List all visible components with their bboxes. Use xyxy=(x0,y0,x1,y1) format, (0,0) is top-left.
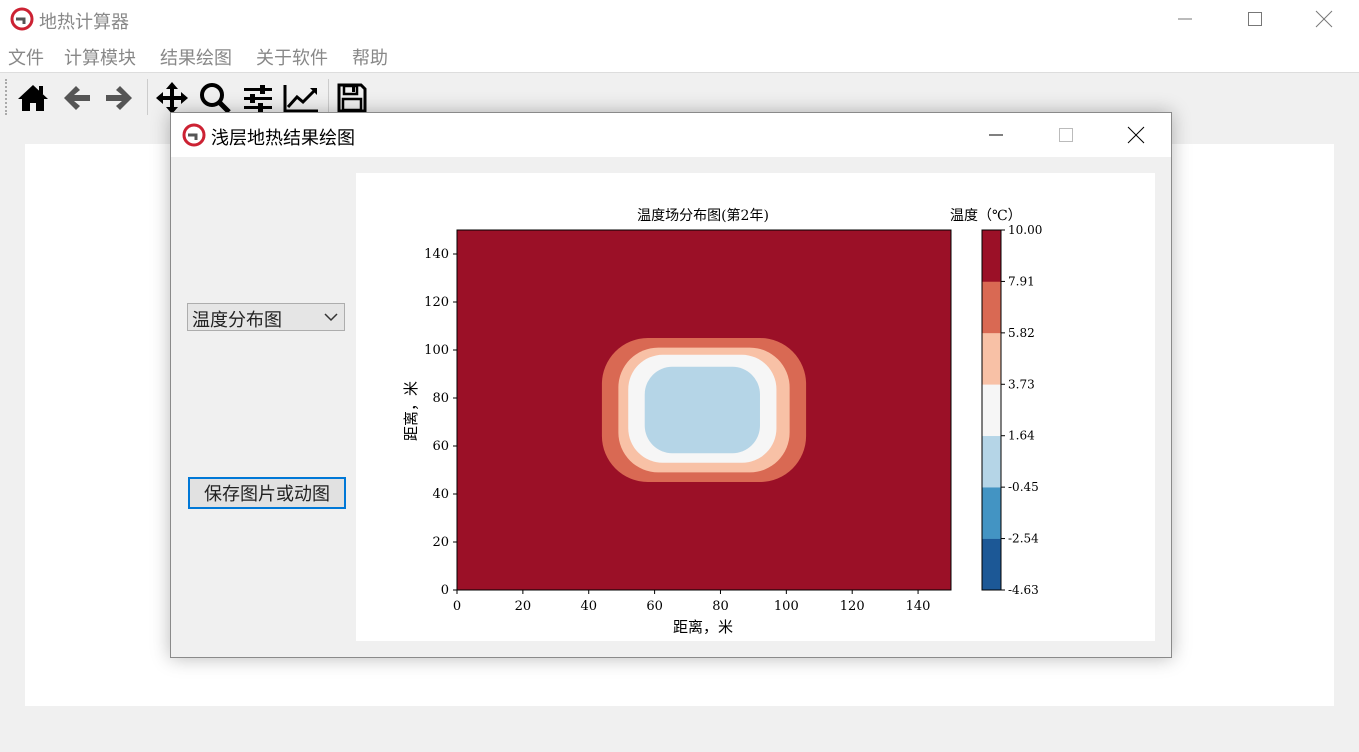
contour-region xyxy=(644,366,760,454)
colorbar-band xyxy=(982,487,1001,539)
back-button[interactable] xyxy=(58,79,96,117)
y-tick-label: 140 xyxy=(424,247,449,262)
colorbar-band xyxy=(982,435,1001,488)
menu-bar: 文件 计算模块 结果绘图 关于软件 帮助 xyxy=(0,38,1359,72)
plot-frame xyxy=(456,229,952,591)
close-icon xyxy=(1315,10,1333,28)
colorbar-band xyxy=(982,384,1001,437)
y-axis-label: 距离，米 xyxy=(402,381,420,441)
menu-help[interactable]: 帮助 xyxy=(352,48,388,69)
x-tick-label: 60 xyxy=(646,599,663,614)
y-tick-label: 0 xyxy=(441,583,449,598)
colorbar-tick-label: 1.64 xyxy=(1008,429,1035,443)
minimize-button[interactable] xyxy=(1150,0,1220,38)
x-tick-label: 0 xyxy=(453,599,461,614)
zoom-icon xyxy=(200,83,231,114)
zoom-button[interactable] xyxy=(196,79,234,117)
edit-axis-button[interactable] xyxy=(282,79,320,117)
dialog-title: 浅层地热结果绘图 xyxy=(211,128,355,149)
dialog-close-button[interactable] xyxy=(1101,113,1171,157)
colorbar-title: 温度（℃） xyxy=(950,208,1022,224)
y-tick-label: 40 xyxy=(432,487,449,502)
y-tick-label: 80 xyxy=(432,391,449,406)
colorbar-tick-label: 5.82 xyxy=(1008,326,1035,340)
pan-icon xyxy=(156,82,188,114)
minimize-icon xyxy=(989,134,1003,136)
colorbar-tick-label: -4.63 xyxy=(1008,583,1039,597)
maximize-button[interactable] xyxy=(1220,0,1290,38)
dialog-titlebar[interactable]: 浅层地热结果绘图 xyxy=(171,113,1171,157)
colorbar-tick-label: -0.45 xyxy=(1008,480,1039,494)
maximize-icon xyxy=(1059,128,1073,142)
colorbar-tick-label: 3.73 xyxy=(1008,377,1035,391)
app-logo-icon xyxy=(10,7,34,31)
colorbar-tick-label: -2.54 xyxy=(1008,532,1039,546)
x-tick-label: 40 xyxy=(580,599,597,614)
chevron-down-icon xyxy=(324,313,338,322)
y-tick-label: 100 xyxy=(424,343,449,358)
y-axis: 0 20 40 60 80 100 120 140 xyxy=(424,247,457,598)
maximize-icon xyxy=(1248,12,1262,26)
forward-arrow-icon xyxy=(106,86,132,110)
colorbar-band xyxy=(982,230,1001,282)
menu-file[interactable]: 文件 xyxy=(8,48,44,69)
x-tick-label: 100 xyxy=(774,599,799,614)
close-button[interactable] xyxy=(1289,0,1359,38)
chart-title: 温度场分布图(第2年) xyxy=(637,207,769,224)
plot-type-select[interactable]: 温度分布图 xyxy=(187,303,345,331)
toolbar-separator xyxy=(328,79,329,115)
colorbar-tick-label: 7.91 xyxy=(1008,274,1035,288)
save-icon xyxy=(337,83,367,113)
menu-result-plot[interactable]: 结果绘图 xyxy=(160,48,232,69)
temperature-contour-chart: 温度场分布图(第2年) 0 20 40 60 80 100 120 140 0 20 40 60 80… xyxy=(402,207,1042,636)
x-axis: 0 20 40 60 80 100 120 140 xyxy=(453,590,931,614)
toolbar-separator xyxy=(147,79,148,115)
menu-compute-module[interactable]: 计算模块 xyxy=(64,48,136,69)
x-tick-label: 20 xyxy=(515,599,532,614)
close-icon xyxy=(1127,126,1145,144)
dialog-minimize-button[interactable] xyxy=(961,113,1031,157)
plot-canvas: 温度场分布图(第2年) 0 20 40 60 80 100 120 140 0 20 40 60 80… xyxy=(356,173,1155,641)
configure-subplots-button[interactable] xyxy=(239,79,277,117)
x-tick-label: 140 xyxy=(906,599,931,614)
toolbar-grip[interactable] xyxy=(5,79,9,115)
plot-area xyxy=(456,229,952,591)
x-axis-label: 距离，米 xyxy=(673,618,733,636)
colorbar-band xyxy=(982,332,1001,385)
app-title: 地热计算器 xyxy=(39,12,129,33)
home-icon xyxy=(18,85,48,111)
x-tick-label: 80 xyxy=(712,599,729,614)
colorbar-band xyxy=(982,538,1001,591)
colorbar-tick-label: 10.00 xyxy=(1008,223,1042,237)
colorbar-frame xyxy=(981,229,1002,591)
line-chart-icon xyxy=(283,85,318,113)
x-tick-label: 120 xyxy=(840,599,865,614)
plot-type-selected-value: 温度分布图 xyxy=(192,310,282,331)
sliders-icon xyxy=(244,85,272,112)
main-titlebar: 地热计算器 xyxy=(0,0,1359,38)
y-tick-label: 120 xyxy=(424,295,449,310)
dialog-logo-icon xyxy=(182,123,206,147)
pan-button[interactable] xyxy=(153,79,191,117)
y-tick-label: 60 xyxy=(432,439,449,454)
home-button[interactable] xyxy=(14,79,52,117)
dialog-maximize-button[interactable] xyxy=(1031,113,1101,157)
menu-about[interactable]: 关于软件 xyxy=(256,48,328,69)
forward-button[interactable] xyxy=(100,79,138,117)
plot-dialog: 浅层地热结果绘图 温度分布图 保存图片或动图 温度场分布图(第2年) 0 20 40… xyxy=(170,112,1172,658)
save-figure-button[interactable] xyxy=(333,79,371,117)
colorbar: -4.63 -2.54 -0.45 1.64 3.73 5.82 7.91 10.00 xyxy=(981,223,1042,597)
y-tick-label: 20 xyxy=(432,535,449,550)
back-arrow-icon xyxy=(64,86,90,110)
minimize-icon xyxy=(1178,18,1192,20)
colorbar-band xyxy=(982,281,1001,334)
save-image-button[interactable]: 保存图片或动图 xyxy=(188,477,346,509)
